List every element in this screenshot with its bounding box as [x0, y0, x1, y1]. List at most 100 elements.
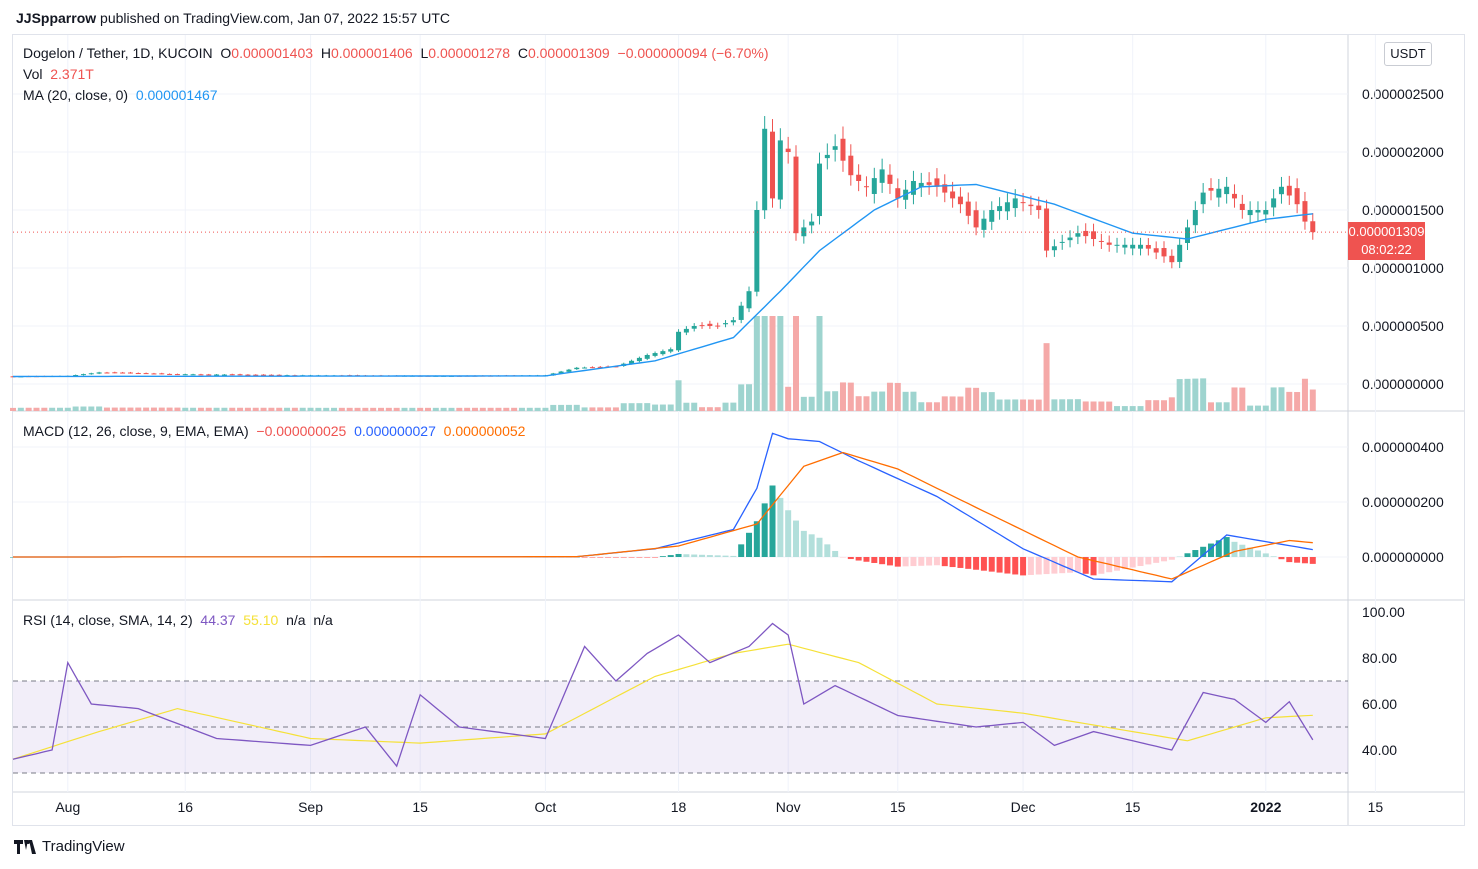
volume-bar: [424, 407, 431, 411]
candle-body: [754, 210, 760, 292]
candle-body: [832, 146, 838, 150]
candle-body: [1130, 244, 1136, 249]
vol-legend[interactable]: Vol 2.371T: [23, 66, 94, 82]
time-axis-tick-label: Nov: [776, 799, 801, 815]
candle-body: [809, 221, 815, 226]
candle-body: [887, 174, 893, 184]
volume-bar: [464, 407, 471, 411]
macd-histogram-bar: [1145, 557, 1152, 565]
rsi-axis-tick-label: 80.00: [1362, 650, 1397, 666]
volume-bar: [1223, 402, 1230, 411]
volume-bar: [1012, 399, 1019, 411]
candle-body: [1294, 188, 1300, 205]
macd-histogram-bar: [1294, 557, 1301, 563]
volume-bar: [471, 407, 478, 411]
macd-histogram-bar: [1200, 546, 1207, 557]
volume-bar: [10, 407, 16, 411]
time-axis-tick-label: 15: [1125, 799, 1141, 815]
volume-bar: [894, 382, 901, 411]
candle-body: [1247, 210, 1253, 216]
volume-bar: [174, 407, 181, 411]
candle-body: [276, 374, 282, 376]
volume-bar: [205, 407, 212, 411]
volume-bar: [1090, 401, 1097, 411]
footer-brand[interactable]: TradingView: [14, 838, 125, 855]
candle-body: [582, 367, 588, 369]
volume-bar: [1051, 399, 1058, 411]
macd-legend[interactable]: MACD (12, 26, close, 9, EMA, EMA) −0.000…: [23, 423, 525, 439]
volume-bar: [1254, 405, 1261, 411]
volume-bar: [644, 403, 651, 411]
symbol-name[interactable]: Dogelon / Tether, 1D, KUCOIN: [23, 45, 213, 61]
macd-histogram-bar: [1168, 557, 1175, 560]
high-label: H: [320, 45, 331, 61]
volume-bar: [738, 384, 745, 411]
macd-histogram-bar: [706, 555, 713, 557]
macd-histogram-bar: [1137, 557, 1144, 566]
candle-body: [135, 373, 141, 375]
macd-histogram-bar: [894, 557, 901, 567]
volume-bar: [158, 407, 165, 411]
currency-button[interactable]: USDT: [1384, 42, 1432, 66]
volume-bar: [1067, 399, 1074, 411]
macd-histogram-bar: [753, 521, 760, 557]
time-axis-tick-label: 16: [177, 799, 193, 815]
candle-body: [574, 367, 580, 370]
candle-body: [652, 353, 658, 356]
author-name[interactable]: JJSpparrow: [16, 10, 97, 26]
candle-body: [824, 154, 830, 159]
candle-body: [1067, 237, 1073, 241]
volume-bar: [1207, 402, 1214, 411]
volume-bar: [1114, 406, 1121, 411]
rsi-legend[interactable]: RSI (14, close, SMA, 14, 2) 44.37 55.10 …: [23, 612, 333, 628]
volume-bar: [338, 407, 345, 411]
volume-bar: [714, 407, 721, 411]
candle-body: [801, 227, 807, 237]
volume-bar: [96, 406, 103, 411]
volume-bar: [628, 403, 635, 411]
volume-bar: [832, 391, 839, 411]
candle-body: [1192, 210, 1198, 226]
countdown-timer: 08:02:22: [1361, 242, 1412, 257]
volume-bar: [72, 406, 79, 411]
volume-bar: [996, 399, 1003, 411]
volume-bar: [307, 407, 314, 411]
ma20-line: [13, 183, 1313, 378]
candle-body: [934, 178, 940, 187]
volume-bar: [965, 387, 972, 411]
candle-body: [926, 182, 932, 185]
rsi-ma-line: [12, 643, 1313, 760]
volume-bar: [1215, 402, 1222, 411]
macd-histogram-bar: [1207, 543, 1214, 557]
macd-histogram-bar: [965, 557, 972, 569]
candle-body: [1138, 244, 1144, 249]
candle-body: [1286, 185, 1292, 196]
volume-bar: [691, 402, 698, 411]
volume-bar: [393, 407, 400, 411]
candle-body: [1028, 204, 1034, 207]
volume-bar: [886, 382, 893, 411]
volume-bar: [1270, 387, 1277, 411]
vol-label: Vol: [23, 66, 43, 82]
candle-body: [1012, 198, 1018, 209]
volume-bar: [1027, 399, 1034, 411]
volume-bar: [847, 382, 854, 411]
candle-body: [973, 210, 979, 228]
macd-histogram-bar: [1090, 557, 1097, 576]
rsi-value: 44.37: [200, 612, 236, 628]
candle-body: [237, 374, 243, 376]
macd-histogram-bar: [1004, 557, 1011, 574]
volume-bar: [1145, 400, 1152, 411]
candle-body: [660, 351, 666, 355]
macd-histogram-bar: [1114, 557, 1121, 571]
candle-body: [683, 328, 689, 333]
volume-bar: [1301, 378, 1308, 411]
macd-histogram-bar: [941, 557, 948, 567]
published-text: published on TradingView.com, Jan 07, 20…: [100, 10, 450, 26]
candle-body: [198, 374, 204, 376]
ma-legend[interactable]: MA (20, close, 0) 0.000001467: [23, 87, 218, 103]
volume-bar: [284, 407, 291, 411]
macd-histogram-bar: [1254, 550, 1261, 557]
volume-bar: [1294, 392, 1301, 411]
